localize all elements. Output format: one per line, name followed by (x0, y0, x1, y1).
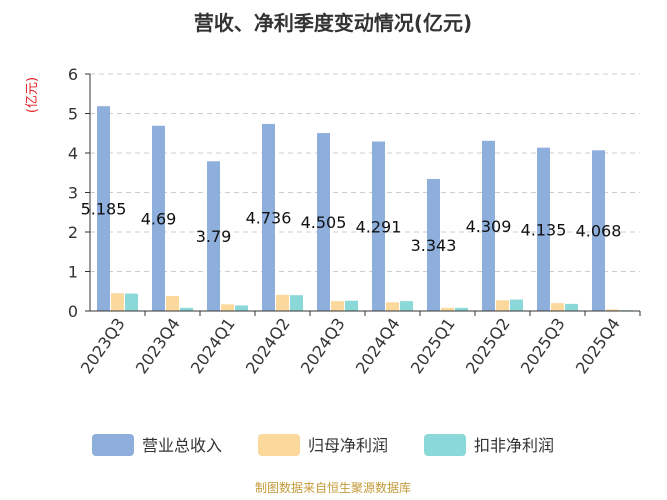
x-tick-label-2024Q3: 2024Q3 (297, 314, 349, 377)
bar-s2-2025Q2 (510, 299, 523, 311)
x-tick-label-2025Q4: 2025Q4 (572, 314, 624, 377)
y-axis-label: (亿元) (25, 77, 40, 113)
bar-s2-2025Q1 (455, 307, 468, 311)
y-tick-label: 3 (68, 184, 78, 203)
bar-s2-2024Q4 (400, 301, 413, 311)
bar-s0-2024Q4 (372, 141, 385, 311)
legend-swatch-1 (258, 434, 300, 456)
bar-s1-2023Q3 (111, 293, 124, 311)
legend-label-2: 扣非净利润 (474, 436, 554, 455)
value-label-2023Q4: 4.69 (141, 209, 177, 228)
bar-s2-2023Q3 (125, 293, 138, 311)
bar-s0-2023Q3 (97, 106, 110, 311)
bar-s1-2025Q4 (606, 309, 619, 311)
y-tick-label: 4 (68, 144, 78, 163)
bar-s1-2024Q3 (331, 301, 344, 311)
value-label-2023Q3: 5.185 (81, 200, 127, 219)
bar-s0-2024Q1 (207, 161, 220, 311)
bar-s0-2024Q3 (317, 133, 330, 311)
legend-swatch-0 (92, 434, 134, 456)
bar-s1-2024Q1 (221, 304, 234, 311)
x-tick-label-2024Q1: 2024Q1 (187, 314, 239, 377)
x-tick-label-2024Q2: 2024Q2 (242, 314, 294, 377)
value-label-2025Q1: 3.343 (411, 236, 457, 255)
bars (97, 106, 633, 312)
legend: 营业总收入 归母净利润 扣非净利润 (92, 434, 554, 456)
value-label-2025Q3: 4.135 (521, 220, 567, 239)
bar-s1-2025Q3 (551, 303, 564, 311)
x-tick-label-2023Q4: 2023Q4 (132, 314, 184, 377)
bar-s0-2025Q3 (537, 147, 550, 311)
bar-s0-2023Q4 (152, 125, 165, 312)
x-tick-label-2024Q4: 2024Q4 (352, 314, 404, 377)
bar-s0-2024Q2 (262, 123, 275, 311)
legend-label-0: 营业总收入 (142, 436, 222, 455)
legend-swatch-2 (424, 434, 466, 456)
value-label-2024Q3: 4.505 (301, 213, 347, 232)
value-label-2025Q4: 4.068 (576, 222, 622, 241)
y-tick-label: 0 (68, 302, 78, 321)
legend-label-1: 归母净利润 (308, 436, 388, 455)
value-label-2025Q2: 4.309 (466, 217, 512, 236)
value-labels: 5.185 4.69 3.79 4.736 4.505 4.291 3.343 4.309 4.… (81, 200, 622, 255)
value-label-2024Q1: 3.79 (196, 227, 232, 246)
bar-s0-2025Q1 (427, 178, 440, 311)
bar-s1-2023Q4 (166, 295, 179, 311)
y-tick-label: 5 (68, 105, 78, 124)
bar-s2-2024Q2 (290, 295, 303, 311)
bar-s0-2025Q2 (482, 140, 495, 311)
footer-note: 制图数据来自恒生聚源数据库 (255, 480, 411, 495)
x-tick-label-2023Q3: 2023Q3 (77, 314, 129, 377)
value-label-2024Q4: 4.291 (356, 217, 402, 236)
bar-s1-2025Q1 (441, 307, 454, 311)
bar-s0-2025Q4 (592, 150, 605, 311)
bar-s2-2024Q3 (345, 300, 358, 311)
bar-s1-2024Q2 (276, 294, 289, 311)
bar-s2-2025Q3 (565, 303, 578, 311)
bar-s2-2023Q4 (180, 307, 193, 311)
bar-s1-2025Q2 (496, 300, 509, 311)
bar-s2-2024Q1 (235, 305, 248, 311)
value-label-2024Q2: 4.736 (246, 208, 292, 227)
x-tick-label-2025Q3: 2025Q3 (517, 314, 569, 377)
y-tick-label: 6 (68, 65, 78, 84)
x-tick-label-2025Q2: 2025Q2 (462, 314, 514, 377)
chart-title: 营收、净利季度变动情况(亿元) (194, 11, 472, 35)
bar-s1-2024Q4 (386, 302, 399, 311)
grid (90, 73, 640, 272)
y-tick-label: 2 (68, 223, 78, 242)
y-tick-label: 1 (68, 263, 78, 282)
x-tick-label-2025Q1: 2025Q1 (407, 314, 459, 377)
